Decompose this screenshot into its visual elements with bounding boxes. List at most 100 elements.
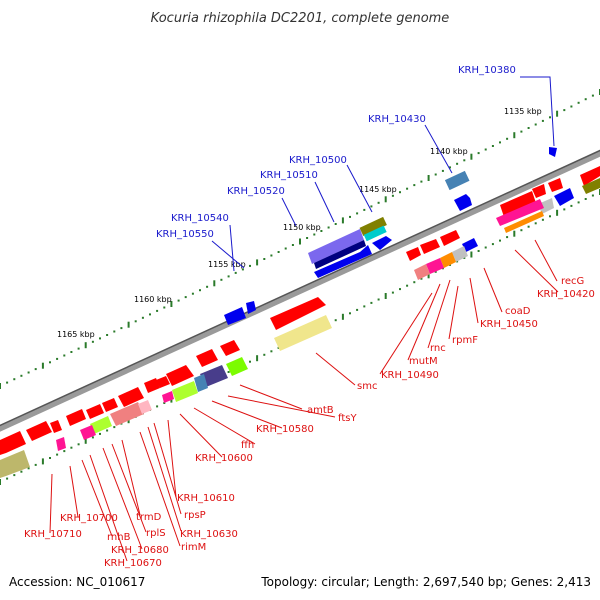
gene-box[interactable] bbox=[90, 416, 112, 434]
minor-tick bbox=[413, 281, 416, 284]
gene-label[interactable]: KRH_10420 bbox=[537, 289, 595, 300]
minor-tick bbox=[327, 226, 330, 229]
minor-tick bbox=[477, 152, 480, 155]
gene-box[interactable] bbox=[56, 437, 66, 451]
gene-box[interactable] bbox=[582, 178, 600, 194]
gene-label[interactable]: KRH_10500 bbox=[289, 155, 347, 166]
gene-box[interactable] bbox=[226, 357, 248, 376]
major-tick bbox=[556, 209, 559, 216]
minor-tick bbox=[413, 184, 416, 187]
minor-tick bbox=[163, 306, 166, 309]
gene-box[interactable] bbox=[504, 211, 544, 233]
gene-label[interactable]: KRH_10680 bbox=[111, 545, 169, 556]
minor-tick bbox=[591, 94, 594, 97]
gene-arrow[interactable] bbox=[372, 236, 392, 250]
gene-box[interactable] bbox=[162, 391, 174, 403]
gene-label[interactable]: rimM bbox=[181, 542, 206, 553]
gene-arrow[interactable] bbox=[554, 188, 574, 206]
gene-arrow[interactable] bbox=[246, 301, 256, 314]
gene-arrow[interactable] bbox=[440, 230, 460, 246]
gene-arrow[interactable] bbox=[144, 378, 160, 393]
gene-box[interactable] bbox=[110, 402, 144, 426]
gene-box[interactable] bbox=[414, 264, 430, 280]
gene-box[interactable] bbox=[363, 225, 387, 242]
gene-arrow[interactable] bbox=[0, 431, 26, 455]
gene-arrow[interactable] bbox=[548, 178, 563, 192]
gene-arrow[interactable] bbox=[156, 376, 170, 388]
gene-label[interactable]: KRH_10380 bbox=[458, 65, 516, 76]
gene-label[interactable]: KRH_10540 bbox=[171, 213, 229, 224]
gene-box[interactable] bbox=[314, 240, 366, 269]
gene-label[interactable]: rplS bbox=[146, 528, 166, 539]
gene-box[interactable] bbox=[462, 238, 478, 252]
gene-arrow[interactable] bbox=[224, 307, 246, 325]
gene-box[interactable] bbox=[200, 365, 228, 387]
gene-box[interactable] bbox=[172, 381, 198, 402]
gene-box[interactable] bbox=[80, 425, 96, 440]
gene-arrow[interactable] bbox=[196, 349, 218, 367]
gene-box[interactable] bbox=[538, 198, 554, 214]
gene-arrow[interactable] bbox=[86, 404, 104, 419]
gene-label[interactable]: amtB bbox=[307, 405, 334, 416]
gene-label[interactable]: ffh bbox=[241, 440, 254, 451]
gene-box[interactable] bbox=[308, 229, 364, 264]
gene-arrow[interactable] bbox=[314, 245, 372, 278]
minor-tick bbox=[77, 347, 80, 350]
gene-arrow[interactable] bbox=[270, 297, 326, 330]
minor-tick bbox=[263, 258, 266, 260]
gene-label[interactable]: KRH_10450 bbox=[480, 319, 538, 330]
gene-label[interactable]: recG bbox=[561, 276, 584, 287]
gene-label[interactable]: KRH_10600 bbox=[195, 453, 253, 464]
gene-box[interactable] bbox=[359, 216, 387, 237]
gene-box[interactable] bbox=[452, 246, 468, 262]
gene-box[interactable] bbox=[274, 315, 332, 351]
gene-arrow[interactable] bbox=[454, 194, 472, 211]
minor-tick bbox=[6, 381, 9, 384]
major-tick bbox=[513, 132, 516, 139]
gene-label[interactable]: rpmF bbox=[452, 335, 478, 346]
gene-arrow[interactable] bbox=[420, 239, 440, 254]
gene-label[interactable]: KRH_10550 bbox=[156, 229, 214, 240]
gene-label[interactable]: rnhB bbox=[107, 532, 131, 543]
major-tick bbox=[170, 301, 173, 307]
gene-label[interactable]: rpsP bbox=[184, 510, 206, 521]
gene-label[interactable]: KRH_10580 bbox=[256, 424, 314, 435]
gene-arrow[interactable] bbox=[220, 340, 240, 356]
gene-label[interactable]: KRH_10700 bbox=[60, 513, 118, 524]
gene-label[interactable]: coaD bbox=[505, 306, 531, 317]
gene-label[interactable]: KRH_10510 bbox=[260, 170, 318, 181]
gene-box[interactable] bbox=[496, 199, 544, 226]
gene-box[interactable] bbox=[444, 170, 470, 191]
gene-box[interactable] bbox=[440, 252, 456, 268]
gene-label[interactable]: mutM bbox=[409, 356, 438, 367]
gene-label[interactable]: rnc bbox=[430, 343, 446, 354]
minor-tick bbox=[320, 230, 323, 232]
gene-arrow[interactable] bbox=[166, 365, 194, 386]
gene-label[interactable]: ftsY bbox=[338, 413, 357, 424]
minor-tick bbox=[220, 278, 223, 281]
gene-arrow[interactable] bbox=[532, 184, 546, 198]
gene-label[interactable]: trmD bbox=[136, 512, 162, 523]
gene-label[interactable]: KRH_10520 bbox=[227, 186, 285, 197]
gene-label[interactable]: KRH_10670 bbox=[104, 558, 162, 569]
gene-arrow[interactable] bbox=[500, 191, 536, 217]
gene-arrow[interactable] bbox=[26, 421, 52, 441]
gene-arrow[interactable] bbox=[50, 420, 62, 433]
gene-label[interactable]: KRH_10610 bbox=[177, 493, 235, 504]
gene-box[interactable] bbox=[0, 450, 30, 478]
gene-arrow[interactable] bbox=[549, 147, 557, 157]
gene-arrow[interactable] bbox=[118, 387, 144, 407]
gene-label[interactable]: KRH_10430 bbox=[368, 114, 426, 125]
gene-arrow[interactable] bbox=[102, 398, 118, 412]
gene-box[interactable] bbox=[426, 258, 444, 274]
gene-label[interactable]: KRH_10490 bbox=[381, 370, 439, 381]
gene-arrow[interactable] bbox=[580, 166, 600, 186]
gene-box[interactable] bbox=[194, 374, 208, 392]
gene-label[interactable]: KRH_10630 bbox=[180, 529, 238, 540]
gene-box[interactable] bbox=[138, 400, 152, 414]
gene-arrow[interactable] bbox=[406, 247, 421, 261]
gene-label[interactable]: smc bbox=[357, 381, 377, 392]
minor-tick bbox=[313, 233, 316, 236]
gene-label[interactable]: KRH_10710 bbox=[24, 529, 82, 540]
gene-arrow[interactable] bbox=[66, 409, 86, 426]
